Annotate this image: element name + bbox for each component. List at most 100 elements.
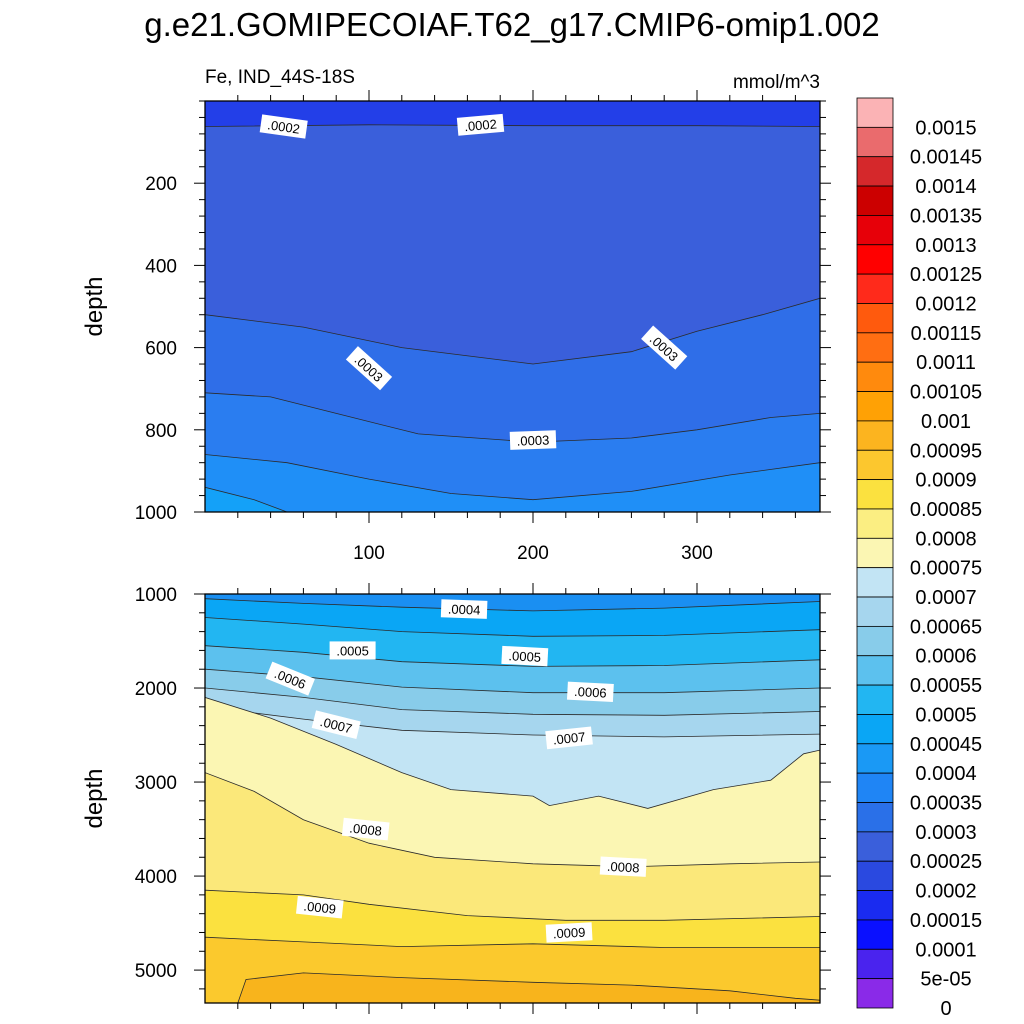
svg-text:.0005: .0005 <box>508 648 541 665</box>
colorbar-label: 0.00015 <box>910 910 982 932</box>
colorbar-swatch <box>856 537 894 569</box>
colorbar-swatch <box>856 97 894 128</box>
contour-line-0.00085 <box>205 889 820 921</box>
colorbar-label: 0.00035 <box>910 793 982 815</box>
colorbar-swatch <box>856 215 894 246</box>
contour-label: .0005 <box>501 645 549 667</box>
y-axis-label: depth <box>81 768 108 828</box>
colorbar-label: 0.0004 <box>915 763 976 785</box>
contour-line-0.00065 <box>205 687 820 716</box>
colorbar-swatch <box>856 273 894 304</box>
colorbar-swatch <box>856 919 894 950</box>
colorbar-swatch <box>856 244 894 275</box>
figure-title: g.e21.GOMIPECOIAF.T62_g17.CMIP6-omip1.00… <box>144 6 880 43</box>
colorbar-label: 0.0008 <box>915 528 976 550</box>
colorbar-swatch <box>856 684 894 715</box>
colorbar-label: 0 <box>940 998 951 1020</box>
y-axis-label: depth <box>81 276 108 336</box>
plot-frame <box>204 593 821 1004</box>
colorbar-swatch <box>856 655 894 686</box>
upper-panel: 100 200 300 200 400 600 800 1000 depth .0002 .0002… <box>81 90 831 564</box>
y-tick-label: 4000 <box>135 867 177 888</box>
contour-line-0.0008 <box>205 772 820 868</box>
band-0.0004 <box>205 487 287 512</box>
colorbar-label: 0.00075 <box>910 558 982 580</box>
colorbar-swatch <box>856 156 894 187</box>
svg-text:.0009: .0009 <box>552 925 585 942</box>
colorbar-label: 0.00095 <box>910 440 982 462</box>
contour-line-0.00075 <box>205 697 820 809</box>
y-tick-label: 1000 <box>135 503 177 524</box>
contour-line-0.0004 <box>205 486 288 512</box>
svg-text:.0006: .0006 <box>574 684 607 701</box>
colorbar-swatch <box>856 831 894 862</box>
contour-line-0.0007 <box>205 706 820 738</box>
contour-label: .0009 <box>295 895 344 919</box>
svg-text:.0005: .0005 <box>336 643 369 658</box>
contour-label: .0005 <box>329 641 376 660</box>
left-string: Fe, IND_44S-18S <box>205 67 355 88</box>
band-0.00095 <box>237 972 820 1003</box>
colorbar-swatch <box>856 449 894 481</box>
colorbar-swatch <box>856 625 894 657</box>
contour-label: .0002 <box>259 114 308 139</box>
contour-label: .0002 <box>456 113 505 136</box>
svg-text:.0002: .0002 <box>464 116 498 134</box>
x-tick-label: 300 <box>681 543 713 564</box>
colorbar-swatch <box>856 596 894 627</box>
contour-line-0.0005 <box>205 617 820 637</box>
band-0.00035 <box>205 454 820 512</box>
plot-frame <box>204 100 821 513</box>
colorbar-label: 0.00105 <box>910 382 982 404</box>
contour-line-0.00055 <box>205 645 820 667</box>
x-tick-label: 100 <box>353 543 385 564</box>
colorbar-label: 5e-05 <box>920 969 971 991</box>
colorbar-swatch <box>856 978 894 1009</box>
colorbar-label: 0.0015 <box>915 117 976 139</box>
colorbar-label: 0.00135 <box>910 205 982 227</box>
colorbar-swatch <box>856 508 894 539</box>
colorbar-label: 0.00045 <box>910 734 982 756</box>
colorbar-swatch <box>856 185 894 216</box>
colorbar-swatch <box>856 391 894 422</box>
colorbar-label: 0.0011 <box>916 352 976 374</box>
svg-text:.0004: .0004 <box>448 601 481 617</box>
y-tick-label: 600 <box>145 339 177 360</box>
contour-label: .0006 <box>566 681 614 702</box>
colorbar-swatch <box>856 420 894 451</box>
colorbar-label: 0.00115 <box>911 323 982 345</box>
y-tick-label: 5000 <box>135 961 177 982</box>
y-tick-label: 2000 <box>135 679 177 700</box>
y-tick-label: 400 <box>145 256 177 277</box>
colorbar-swatch <box>856 332 894 363</box>
colorbar-swatch <box>856 802 894 833</box>
colorbar-label: 0.00055 <box>910 675 982 697</box>
svg-text:.0008: .0008 <box>349 820 383 838</box>
y-tick-label: 800 <box>145 421 177 442</box>
colorbar-label: 0.0014 <box>915 176 976 198</box>
colorbar-label: 0.0012 <box>915 293 976 315</box>
colorbar-label: 0.00125 <box>910 264 982 286</box>
y-tick-label: 200 <box>145 174 177 195</box>
colorbar-swatch <box>856 479 894 510</box>
colorbar-swatch <box>856 714 894 745</box>
x-tick-label: 200 <box>517 543 549 564</box>
contour-line-0.00035 <box>205 454 820 501</box>
colorbar-label: 0.0013 <box>915 235 976 257</box>
lower-panel: 1000 2000 3000 4000 5000 depth .0004 .0005 .0005… <box>81 583 831 1014</box>
colorbar-label: 0.00145 <box>910 147 982 169</box>
svg-text:.0008: .0008 <box>607 859 640 876</box>
contour-line-0.00095 <box>237 972 820 1003</box>
colorbar-label: 0.0005 <box>915 704 976 726</box>
colorbar-label: 0.00065 <box>910 616 982 638</box>
svg-text:.0009: .0009 <box>303 898 337 916</box>
svg-text:.0007: .0007 <box>552 729 586 747</box>
contour-label: .0008 <box>341 817 390 841</box>
colorbar-label: 0.0009 <box>915 470 976 492</box>
y-tick-label: 3000 <box>135 773 177 794</box>
colorbar-label: 0.00025 <box>910 851 982 873</box>
right-string: mmol/m^3 <box>733 72 820 93</box>
colorbar-swatch <box>856 860 894 891</box>
colorbar-swatch <box>856 772 894 803</box>
